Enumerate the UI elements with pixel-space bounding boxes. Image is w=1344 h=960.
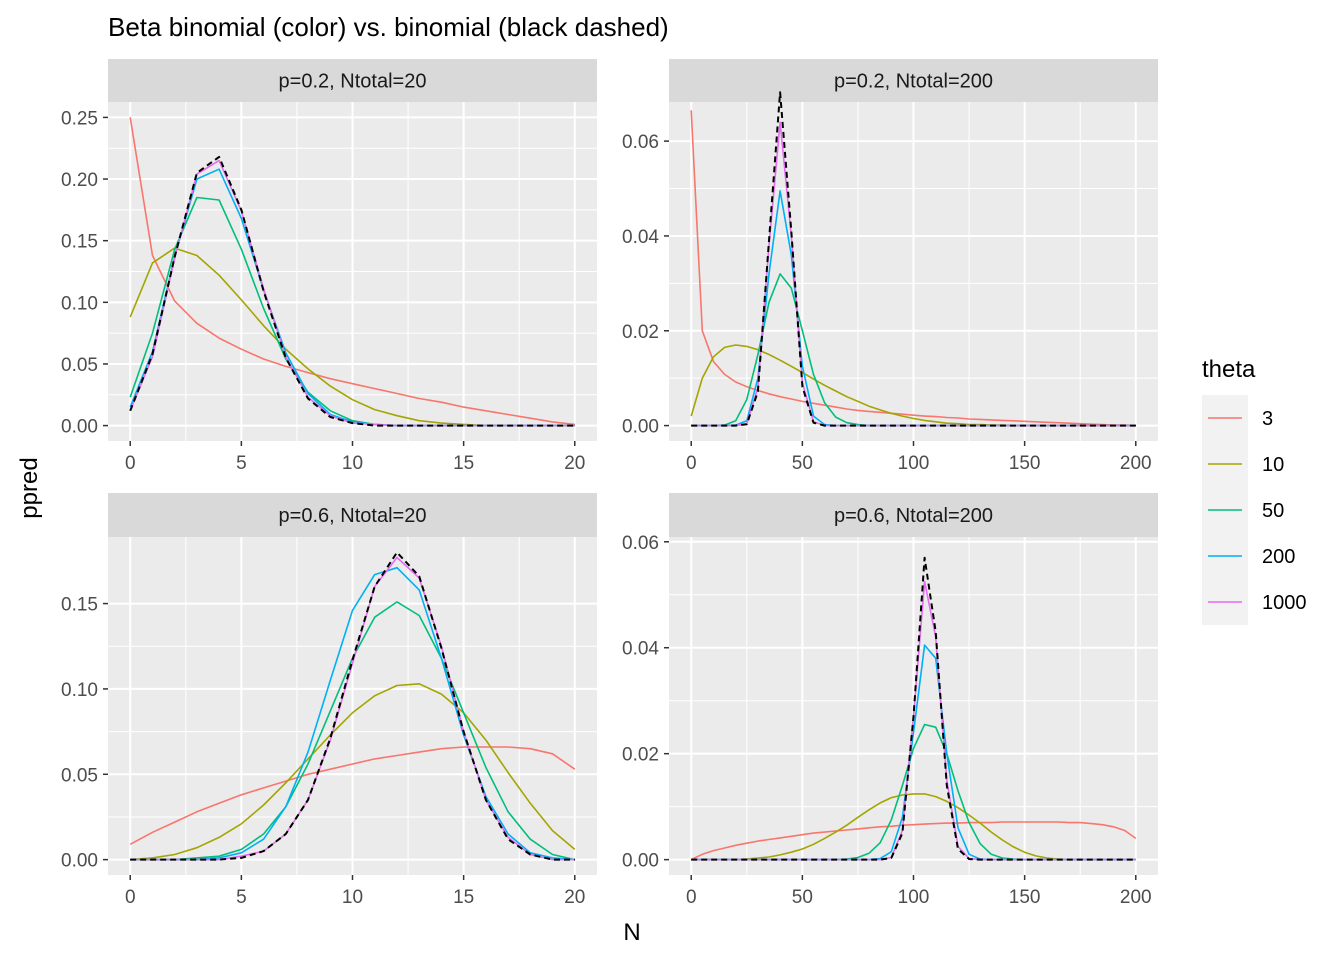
panel-3-x-tick-label: 20 — [564, 887, 585, 908]
panel-3-y-tick-label: 0.05 — [61, 765, 98, 786]
panel-1-y-tick-label: 0.05 — [61, 355, 98, 376]
facet-panels: p=0.2, Ntotal=200 5 10 15 200.000.050.100.15… — [61, 59, 1158, 908]
panel-1-y-tick-label: 0.25 — [61, 108, 98, 129]
panel-3-y-tick-label: 0.10 — [61, 680, 98, 701]
panel-4-x-tick-label: 50 — [792, 887, 813, 908]
panel-4-y-tick-label: 0.02 — [622, 745, 659, 766]
panel-4-x-tick-label: 0 — [686, 887, 697, 908]
legend-label-3: 3 — [1262, 408, 1273, 430]
plot-title: Beta binomial (color) vs. binomial (blac… — [108, 12, 669, 42]
panel-1-y-tick-label: 0.10 — [61, 293, 98, 314]
legend-label-10: 10 — [1262, 454, 1284, 476]
panel-3-x-tick-label: 10 — [342, 887, 363, 908]
panel-4-x-tick-label: 150 — [1009, 887, 1041, 908]
legend-label-50: 50 — [1262, 500, 1284, 522]
panel-1-x-tick-label: 15 — [453, 453, 474, 474]
panel-1-x-tick-label: 5 — [236, 453, 247, 474]
panel-1: p=0.2, Ntotal=20 0 5 10 15 20 0.00 0.05 0.10 0.15… — [61, 59, 597, 474]
panel-4-x-tick-label: 100 — [898, 887, 930, 908]
panel-4-y-tick-label: 0.06 — [622, 533, 659, 554]
panel-1-series-3-line — [129, 117, 575, 426]
panel-4-x-tick-label: 200 — [1120, 887, 1152, 908]
y-axis-title: ppred — [16, 457, 43, 518]
panel-2-series-3-line — [690, 110, 1136, 427]
panel-3-x-tick-label: 5 — [236, 887, 247, 908]
panel-1-y-tick-label: 0.20 — [61, 170, 98, 191]
panel-3-strip-label: p=0.6, Ntotal=20 — [279, 505, 427, 527]
panel-2: p=0.2, Ntotal=200 0 50 100 150 200 0.00 0.02 0.0… — [622, 59, 1158, 474]
panel-2-strip-label: p=0.2, Ntotal=200 — [834, 71, 993, 93]
panel-4-y-tick-label: 0.00 — [622, 851, 659, 872]
panel-4-series-3-line — [690, 821, 1137, 861]
panel-3-y-tick-label: 0.00 — [61, 851, 98, 872]
panel-3-x-tick-label: 15 — [453, 887, 474, 908]
panel-1-strip-label: p=0.2, Ntotal=20 — [279, 71, 427, 93]
panel-2-series-binomial-line — [691, 91, 1136, 427]
panel-2-y-tick-label: 0.02 — [622, 322, 659, 343]
panel-2-y-tick-label: 0.04 — [622, 227, 659, 248]
panel-1-x-tick-label: 0 — [125, 453, 136, 474]
panel-1-series-binomial-line — [129, 155, 575, 427]
legend-title: theta — [1202, 356, 1256, 383]
panel-3-series-binomial-line — [130, 551, 575, 861]
legend: theta 3 10 50 200 1000 — [1202, 356, 1307, 625]
panel-3: p=0.6, Ntotal=20 0 5 10 15 20 0.00 0.05 0.10 0.15 — [61, 493, 597, 908]
panel-4-strip — [669, 493, 1158, 537]
panel-2-x-tick-label: 200 — [1120, 453, 1152, 474]
panel-4-strip-label: p=0.6, Ntotal=200 — [834, 505, 993, 527]
legend-label-200: 200 — [1262, 546, 1295, 568]
panel-2-x-tick-label: 50 — [792, 453, 813, 474]
panel-1-x-tick-label: 10 — [342, 453, 363, 474]
panel-1-y-tick-label: 0.00 — [61, 417, 98, 438]
panel-4-series-binomial-line — [691, 556, 1136, 861]
panel-1-strip — [108, 59, 597, 102]
panel-4: p=0.6, Ntotal=200 0 50 100 150 200 0.00 0.02 0.0… — [622, 493, 1158, 908]
panel-2-x-tick-label: 100 — [898, 453, 930, 474]
panel-2-y-tick-label: 0.06 — [622, 132, 659, 153]
panel-2-strip — [669, 59, 1158, 102]
panel-3-series-3-line — [129, 746, 576, 846]
panel-4-y-tick-label: 0.04 — [622, 639, 659, 660]
panel-1-y-tick-label: 0.15 — [61, 232, 98, 253]
panel-3-y-tick-label: 0.15 — [61, 595, 98, 616]
legend-label-1000: 1000 — [1262, 592, 1307, 614]
panel-2-x-tick-label: 0 — [686, 453, 697, 474]
panel-3-series-10-line — [130, 682, 576, 861]
x-axis-title: N — [623, 919, 640, 946]
panel-2-y-tick-label: 0.00 — [622, 417, 659, 438]
panel-3-x-tick-label: 0 — [125, 887, 136, 908]
panel-2-x-tick-label: 150 — [1009, 453, 1041, 474]
panel-3-strip — [108, 493, 597, 537]
panel-1-x-tick-label: 20 — [564, 453, 585, 474]
